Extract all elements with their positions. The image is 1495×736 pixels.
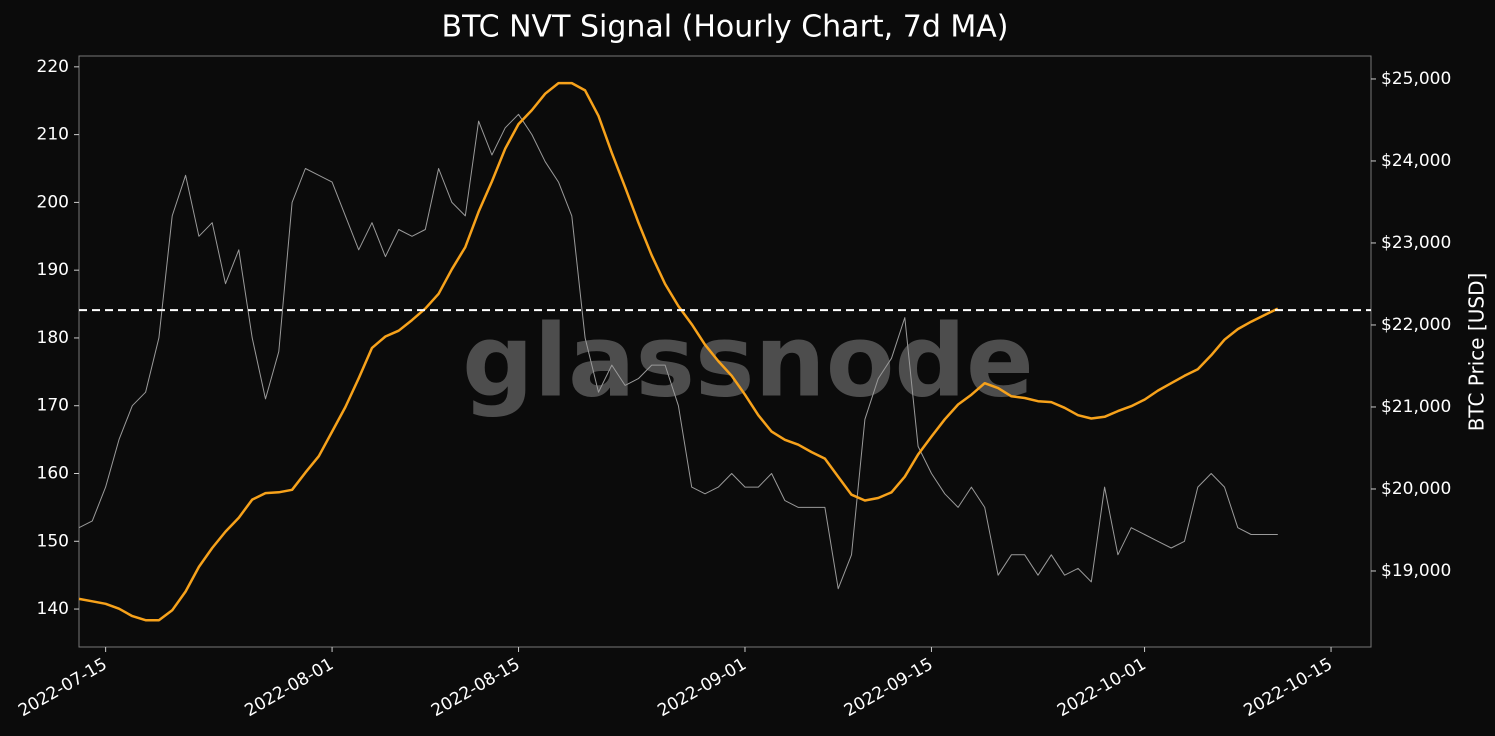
y-tick-label: 160 (37, 463, 69, 483)
watermark: glassnode (462, 302, 1034, 419)
y2-axis-label: BTC Price [USD] (1465, 273, 1489, 432)
y-tick-label: 220 (37, 57, 69, 77)
y-tick-label: 200 (37, 192, 69, 212)
x-tick-label: 2022-07-15 (15, 654, 111, 721)
y2-tick-label: $23,000 (1381, 233, 1451, 253)
y-tick-label: 180 (37, 328, 69, 348)
x-tick-label: 2022-10-15 (1240, 654, 1336, 721)
y-tick-label: 170 (37, 396, 69, 416)
series-line (78, 81, 1279, 622)
y2-tick-label: $25,000 (1381, 69, 1451, 89)
chart-title: BTC NVT Signal (Hourly Chart, 7d MA) (441, 10, 1008, 45)
y-tick-label: 190 (37, 260, 69, 280)
plot-frame (78, 55, 1372, 648)
y-tick-label: 150 (37, 531, 69, 551)
y2-tick-label: $20,000 (1381, 479, 1451, 499)
y-tick-label: 140 (37, 599, 69, 619)
x-tick-label: 2022-09-15 (841, 654, 937, 721)
series-line (78, 113, 1278, 590)
y2-tick-label: $24,000 (1381, 151, 1451, 171)
y2-tick-label: $19,000 (1381, 561, 1451, 581)
x-tick-label: 2022-08-15 (428, 654, 524, 721)
x-tick-label: 2022-08-01 (242, 654, 338, 721)
x-tick-label: 2022-09-01 (654, 654, 750, 721)
y2-tick-label: $22,000 (1381, 315, 1451, 335)
x-tick-label: 2022-10-01 (1054, 654, 1150, 721)
y-tick-label: 210 (37, 125, 69, 145)
y2-tick-label: $21,000 (1381, 397, 1451, 417)
